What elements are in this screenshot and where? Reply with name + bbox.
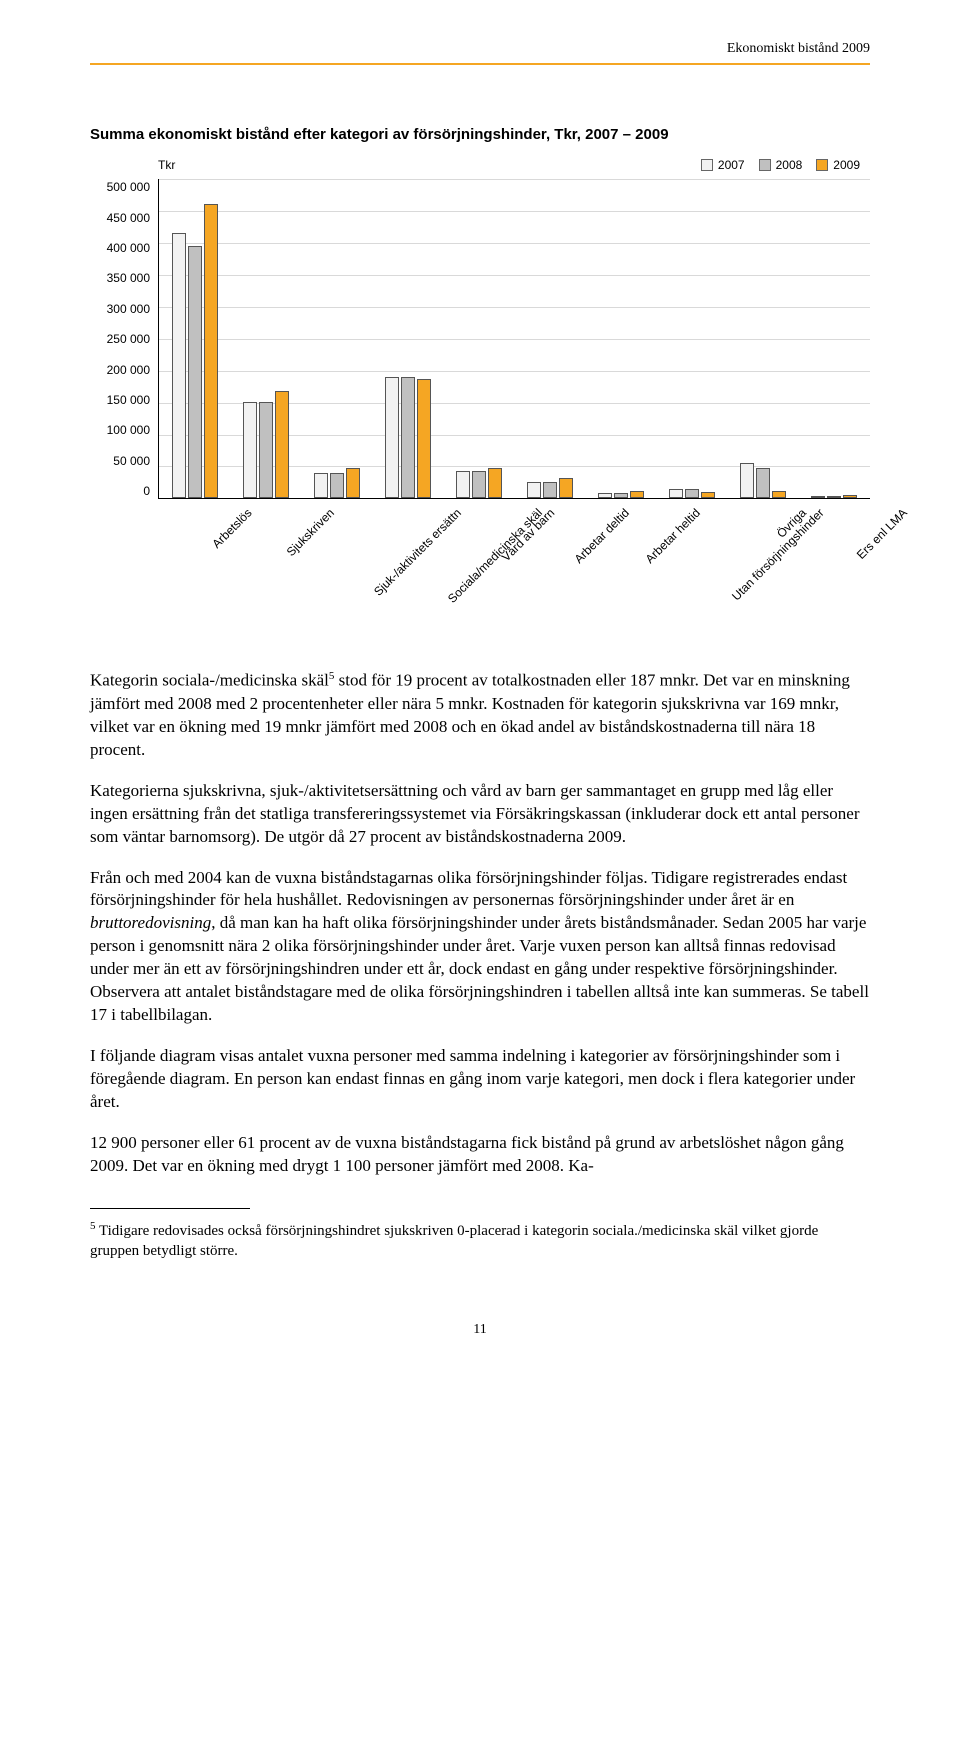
bar <box>204 204 218 498</box>
y-tick-label: 350 000 <box>107 270 150 286</box>
bar <box>598 493 612 498</box>
x-tick: Övriga <box>728 499 799 619</box>
legend-item: 2009 <box>816 157 860 173</box>
gridline <box>159 307 870 308</box>
category-group <box>799 495 870 499</box>
bar <box>843 495 857 499</box>
x-tick: Sociala/medicinska skäl <box>372 499 443 619</box>
bar <box>401 377 415 499</box>
bar <box>630 491 644 499</box>
category-group <box>372 377 443 499</box>
bar <box>527 482 541 498</box>
bar <box>543 482 557 498</box>
x-tick: Vård av barn <box>443 499 514 619</box>
x-tick: Ers enl LMA <box>799 499 870 619</box>
bar <box>701 492 715 498</box>
category-group <box>230 391 301 499</box>
legend-label: 2008 <box>776 157 803 173</box>
chart-title: Summa ekonomiskt bistånd efter kategori … <box>90 125 870 145</box>
bar <box>614 493 628 498</box>
bar <box>456 471 470 498</box>
y-tick-label: 100 000 <box>107 422 150 438</box>
y-tick-label: 200 000 <box>107 362 150 378</box>
paragraph-4: I följande diagram visas antalet vuxna p… <box>90 1045 870 1114</box>
gridline <box>159 243 870 244</box>
bar <box>243 402 257 498</box>
bar <box>385 377 399 499</box>
y-unit-label: Tkr <box>158 157 175 173</box>
bar <box>559 478 573 498</box>
category-group <box>159 204 230 498</box>
legend-label: 2009 <box>833 157 860 173</box>
paragraph-5: 12 900 personer eller 61 procent av de v… <box>90 1132 870 1178</box>
bar <box>346 468 360 499</box>
paragraph-3: Från och med 2004 kan de vuxna biståndst… <box>90 867 870 1028</box>
legend-label: 2007 <box>718 157 745 173</box>
bar <box>472 471 486 498</box>
y-tick-label: 150 000 <box>107 392 150 408</box>
gridline <box>159 371 870 372</box>
paragraph-2: Kategorierna sjukskrivna, sjuk-/aktivite… <box>90 780 870 849</box>
y-tick-label: 400 000 <box>107 240 150 256</box>
plot-area <box>158 179 870 499</box>
page-number: 11 <box>90 1321 870 1340</box>
bar <box>488 468 502 499</box>
bar <box>330 473 344 499</box>
legend-swatch <box>759 159 771 171</box>
body-text: Kategorin sociala-/medicinska skäl5 stod… <box>90 669 870 1177</box>
paragraph-1: Kategorin sociala-/medicinska skäl5 stod… <box>90 669 870 761</box>
category-group <box>443 468 514 499</box>
y-tick-label: 0 <box>143 483 150 499</box>
bar <box>756 468 770 499</box>
bar <box>275 391 289 499</box>
bar <box>417 379 431 499</box>
x-tick: Sjukskriven <box>229 499 300 619</box>
x-tick: Arbetslös <box>158 499 229 619</box>
gridline <box>159 275 870 276</box>
category-group <box>301 468 372 499</box>
bar <box>827 496 841 499</box>
gridline <box>159 211 870 212</box>
x-tick-label: Ers enl LMA <box>854 505 912 563</box>
bar <box>259 402 273 498</box>
y-tick-label: 500 000 <box>107 179 150 195</box>
legend-item: 2008 <box>759 157 803 173</box>
bar <box>188 246 202 499</box>
legend-swatch <box>701 159 713 171</box>
bar-chart: Tkr 2007 2008 2009 500 000 450 000 400 000 35… <box>90 157 870 619</box>
x-tick: Sjuk-/aktivitets ersättn <box>300 499 371 619</box>
chart-legend: 2007 2008 2009 <box>701 157 860 173</box>
x-tick: Utan försörjningshinder <box>656 499 727 619</box>
y-tick-label: 300 000 <box>107 301 150 317</box>
bar <box>172 233 186 499</box>
gridline <box>159 339 870 340</box>
footnote: 5 Tidigare redovisades också försörjning… <box>90 1219 870 1262</box>
category-group <box>728 463 799 499</box>
y-tick-label: 250 000 <box>107 331 150 347</box>
category-group <box>514 478 585 498</box>
bar <box>685 489 699 498</box>
legend-item: 2007 <box>701 157 745 173</box>
y-axis: 500 000 450 000 400 000 350 000 300 000 250 0… <box>90 179 158 499</box>
category-group <box>586 491 657 499</box>
gridline <box>159 179 870 180</box>
y-tick-label: 450 000 <box>107 210 150 226</box>
bar <box>314 473 328 499</box>
x-tick: Arbetar deltid <box>514 499 585 619</box>
y-tick-label: 50 000 <box>113 453 150 469</box>
bar <box>772 491 786 499</box>
x-tick: Arbetar heltid <box>585 499 656 619</box>
doc-title: Ekonomiskt bistånd 2009 <box>727 41 870 56</box>
legend-swatch <box>816 159 828 171</box>
page-header: Ekonomiskt bistånd 2009 <box>90 40 870 65</box>
bar <box>669 489 683 498</box>
category-group <box>657 489 728 498</box>
bar <box>811 496 825 499</box>
bar <box>740 463 754 499</box>
x-axis: ArbetslösSjukskrivenSjuk-/aktivitets ers… <box>90 499 870 619</box>
footnote-separator <box>90 1208 250 1209</box>
